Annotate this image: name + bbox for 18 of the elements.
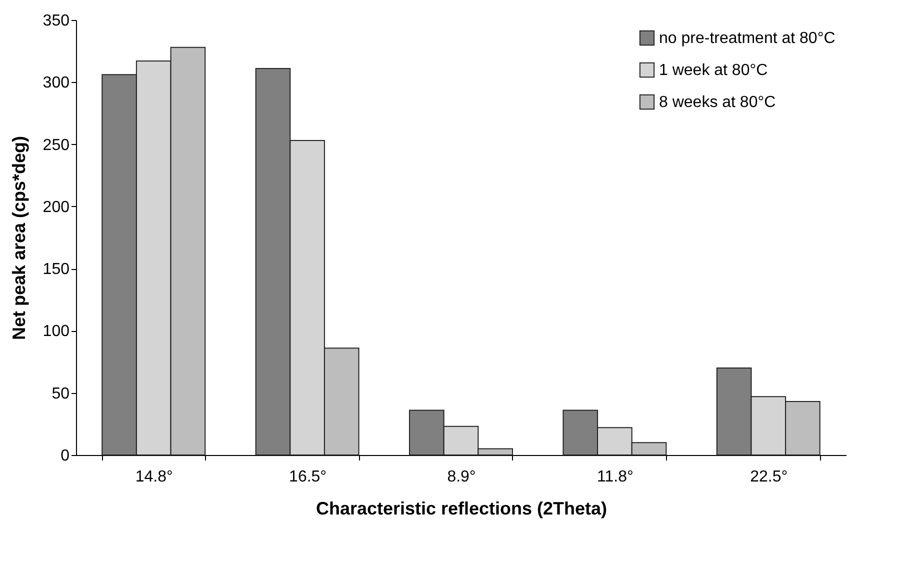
- y-tick-label: 0: [60, 448, 70, 464]
- x-tick-label: 22.5°: [750, 468, 788, 486]
- legend-label: 8 weeks at 80°C: [659, 94, 776, 111]
- x-tick-label: 8.9°: [447, 468, 476, 486]
- y-tick-label: 350: [42, 12, 70, 30]
- y-tick-label: 300: [42, 74, 70, 92]
- legend-label: 1 week at 80°C: [659, 62, 768, 79]
- x-tick-label: 16.5°: [289, 468, 327, 486]
- x-axis-title: Characteristic reflections (2Theta): [316, 498, 608, 518]
- y-axis-title: Net peak area (cps*deg): [8, 136, 29, 340]
- y-tick-label: 200: [42, 198, 70, 216]
- x-tick-label: 11.8°: [597, 468, 634, 486]
- y-tick-label: 150: [42, 261, 70, 278]
- y-tick-label: 100: [42, 323, 70, 340]
- x-tick-label: 14.8°: [135, 468, 173, 486]
- y-tick-label: 250: [42, 136, 70, 154]
- y-tick-label: 50: [52, 385, 70, 402]
- legend-label: no pre-treatment at 80°C: [659, 30, 836, 47]
